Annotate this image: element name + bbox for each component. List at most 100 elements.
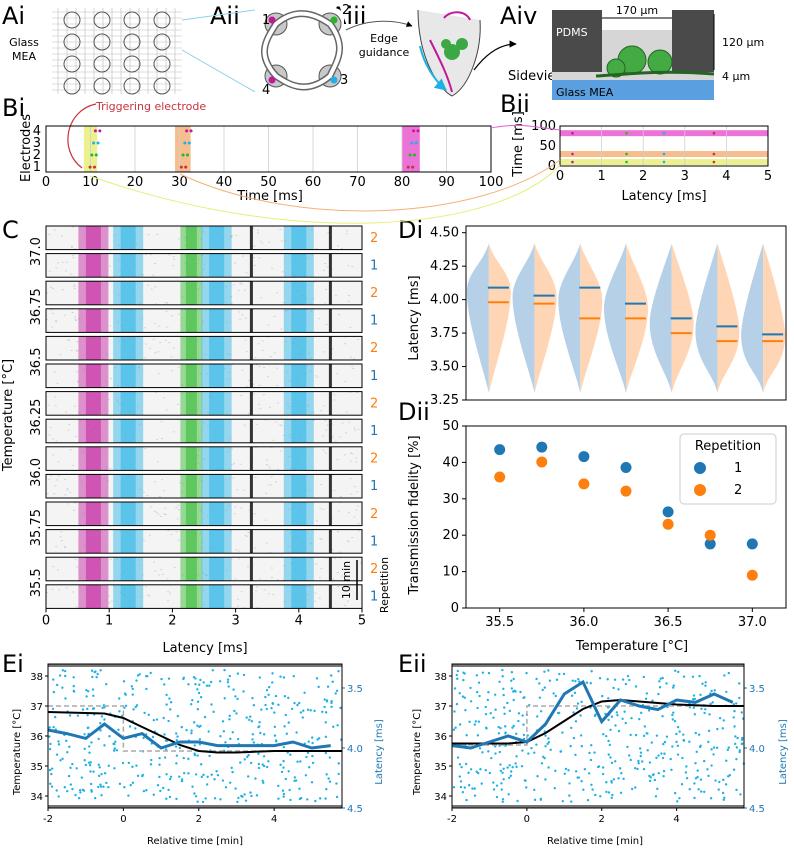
c-noise — [235, 235, 238, 237]
electrode-dot-2 — [330, 16, 338, 24]
c-noise — [150, 506, 153, 508]
ei-spike-dot — [287, 770, 290, 773]
c-noise — [191, 284, 194, 286]
c-noise — [199, 238, 202, 240]
dii-legend-marker-2 — [694, 484, 706, 496]
eii-spike-dot — [703, 790, 706, 794]
c-noise — [148, 347, 151, 349]
ei-spike-dot — [209, 680, 213, 684]
c-noise — [239, 282, 242, 284]
eii-spike-dot — [477, 720, 481, 723]
ei-spike-dot — [325, 699, 329, 702]
eii-spike-dot — [525, 786, 528, 789]
c-repetition-label: 1 — [370, 314, 378, 329]
c-noise — [175, 507, 178, 509]
electrode-label-1: 1 — [262, 13, 270, 28]
c-band-core — [85, 446, 101, 471]
c-noise — [239, 318, 242, 320]
bi-xtick-label: 60 — [305, 175, 322, 190]
dii-point-series-2 — [746, 569, 758, 581]
c-noise — [219, 467, 222, 469]
ei-spike-dot — [52, 678, 55, 681]
panel-label-aii: Aii — [210, 2, 240, 30]
ei-spike-dot — [81, 708, 85, 711]
bi-ytick-label: 4 — [33, 124, 41, 139]
c-noise — [314, 375, 317, 377]
ei-spike-dot — [149, 671, 152, 675]
eii-xtick-label: -2 — [447, 814, 457, 825]
c-noise — [332, 474, 335, 476]
c-noise — [46, 591, 49, 593]
ei-spike-dot — [187, 757, 190, 761]
c-noise — [191, 314, 194, 316]
ei-spike-dot — [97, 763, 100, 767]
c-noise — [276, 579, 279, 581]
ei-spike-dot — [97, 774, 101, 778]
ei-spike-dot — [165, 693, 168, 697]
panel-c: 2121212121212137.036.7536.536.2536.035.7… — [1, 225, 391, 656]
ei-spike-dot — [301, 716, 304, 719]
c-noise — [159, 515, 162, 517]
c-row-frame — [45, 446, 363, 471]
c-noise — [202, 589, 205, 591]
bi-spike — [410, 141, 414, 145]
ei-spike-dot — [273, 711, 276, 714]
c-noise — [323, 351, 326, 353]
eii-spike-dot — [704, 708, 707, 711]
c-repetition-label: 2 — [370, 286, 378, 301]
c-noise — [290, 475, 293, 477]
c-noise — [334, 295, 337, 297]
ei-spike-dot — [79, 791, 82, 794]
eii-spike-dot — [508, 709, 512, 713]
c-band-core — [291, 529, 307, 554]
eii-ytick-label: 35 — [434, 762, 447, 773]
c-noise — [74, 435, 77, 437]
ei-spike-dot — [196, 700, 200, 704]
c-noise — [267, 484, 270, 486]
c-band-core — [120, 584, 136, 609]
bi-xtick-label: 80 — [394, 175, 411, 190]
c-noise — [255, 423, 258, 425]
c-noise — [55, 321, 58, 323]
bi-xtick-label: 0 — [42, 175, 50, 190]
electrode-dot-3 — [330, 76, 338, 84]
c-noise — [347, 600, 350, 602]
eii-spike-dot — [490, 756, 493, 760]
bi-axes-frame — [45, 125, 492, 173]
ei-axes-frame — [47, 663, 343, 809]
eii-spike-dot — [682, 675, 686, 678]
eii-spike-dot — [682, 738, 685, 742]
ei-spike-dot — [164, 748, 168, 751]
ei-spike-dot — [287, 721, 290, 724]
eii-spike-dot — [460, 765, 463, 769]
eii-spike-dot — [613, 678, 617, 681]
ei-spike-dot — [262, 781, 265, 784]
c-noise — [353, 336, 356, 338]
ei-spike-dot — [308, 766, 311, 769]
ei-spike-dot — [202, 681, 205, 684]
ei-spike-dot — [203, 715, 207, 719]
eii-spike-dot — [643, 725, 647, 728]
ei-spike-dot — [197, 691, 201, 695]
c-noise — [199, 373, 202, 375]
c-noise — [279, 424, 282, 426]
ei-spike-dot — [316, 738, 319, 741]
dii-xtick-label: 36.5 — [654, 615, 683, 630]
eii-spike-dot — [618, 767, 622, 770]
eii-spike-dot — [514, 762, 517, 765]
c-noise — [68, 340, 71, 342]
c-band-core — [185, 584, 197, 609]
eii-spike-dot — [547, 737, 550, 740]
c-artifact-line — [328, 474, 332, 498]
ei-spike-dot — [282, 759, 285, 763]
c-noise — [341, 422, 344, 424]
c-noise — [55, 267, 58, 269]
c-noise — [214, 431, 217, 433]
bii-xtick-label: 1 — [597, 169, 605, 184]
c-noise — [309, 557, 312, 559]
c-band-core — [291, 308, 307, 333]
panel-label-eii: Eii — [398, 650, 427, 678]
eii-spike-dot — [538, 696, 542, 699]
c-band-core — [209, 281, 225, 305]
eii-spike-dot — [617, 688, 620, 691]
